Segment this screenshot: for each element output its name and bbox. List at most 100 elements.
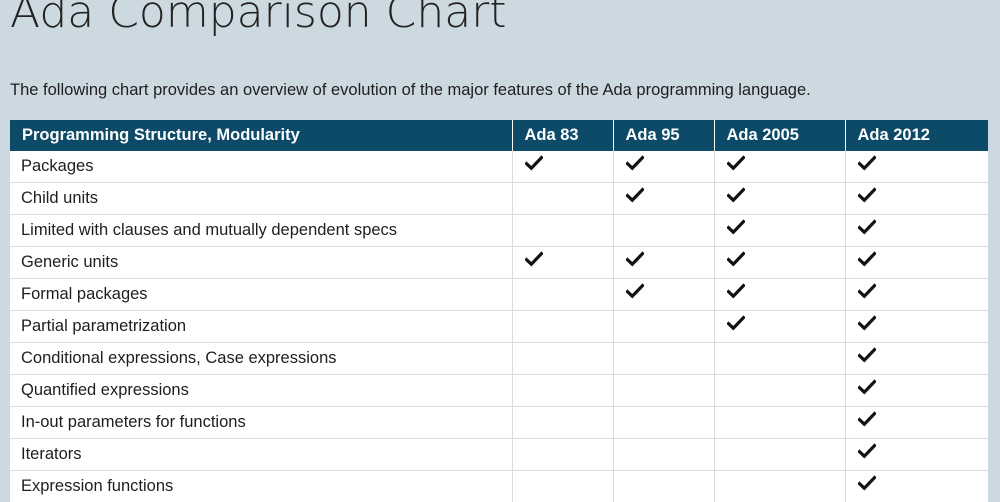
support-cell-ada2012 [845, 214, 988, 247]
column-header-ada95: Ada 95 [613, 120, 715, 151]
support-cell-ada83 [512, 470, 614, 502]
support-cell-ada2012 [845, 438, 988, 471]
checkmark-icon [726, 218, 745, 235]
table-header-row: Programming Structure, Modularity Ada 83… [10, 120, 988, 151]
support-cell-ada2012 [845, 182, 988, 215]
table-row: Formal packages [10, 278, 988, 311]
support-cell-ada2005 [714, 278, 846, 311]
table-row: Iterators [10, 438, 988, 471]
feature-cell: Limited with clauses and mutually depend… [10, 214, 513, 247]
support-cell-ada95 [613, 246, 715, 279]
support-cell-ada83 [512, 342, 614, 375]
support-cell-ada95 [613, 438, 715, 471]
checkmark-icon [625, 186, 644, 203]
checkmark-icon [857, 218, 876, 235]
column-header-feature: Programming Structure, Modularity [10, 120, 513, 151]
support-cell-ada2005 [714, 406, 846, 439]
support-cell-ada2005 [714, 374, 846, 407]
support-cell-ada2012 [845, 406, 988, 439]
support-cell-ada83 [512, 151, 614, 183]
support-cell-ada2005 [714, 246, 846, 279]
checkmark-icon [857, 186, 876, 203]
column-header-ada2005: Ada 2005 [714, 120, 846, 151]
checkmark-icon [857, 474, 876, 491]
support-cell-ada2005 [714, 342, 846, 375]
checkmark-icon [857, 378, 876, 395]
checkmark-icon [625, 154, 644, 171]
support-cell-ada83 [512, 278, 614, 311]
comparison-table: Programming Structure, Modularity Ada 83… [10, 120, 988, 502]
table-row: In-out parameters for functions [10, 406, 988, 439]
table-row: Partial parametrization [10, 310, 988, 343]
feature-cell: Conditional expressions, Case expression… [10, 342, 513, 375]
checkmark-icon [625, 250, 644, 267]
feature-cell: Packages [10, 151, 513, 183]
checkmark-icon [524, 250, 543, 267]
support-cell-ada95 [613, 470, 715, 502]
support-cell-ada2012 [845, 310, 988, 343]
column-header-ada83: Ada 83 [512, 120, 614, 151]
checkmark-icon [726, 250, 745, 267]
checkmark-icon [857, 282, 876, 299]
support-cell-ada95 [613, 310, 715, 343]
intro-text: The following chart provides an overview… [10, 81, 811, 99]
checkmark-icon [726, 314, 745, 331]
checkmark-icon [857, 346, 876, 363]
support-cell-ada2012 [845, 342, 988, 375]
feature-cell: Quantified expressions [10, 374, 513, 407]
support-cell-ada2005 [714, 182, 846, 215]
feature-cell: In-out parameters for functions [10, 406, 513, 439]
table-row: Generic units [10, 246, 988, 279]
support-cell-ada95 [613, 342, 715, 375]
support-cell-ada83 [512, 182, 614, 215]
table-row: Limited with clauses and mutually depend… [10, 214, 988, 247]
support-cell-ada95 [613, 182, 715, 215]
support-cell-ada2012 [845, 374, 988, 407]
checkmark-icon [726, 154, 745, 171]
feature-cell: Partial parametrization [10, 310, 513, 343]
support-cell-ada95 [613, 406, 715, 439]
column-header-ada2012: Ada 2012 [845, 120, 988, 151]
table-row: Packages [10, 151, 988, 183]
support-cell-ada2005 [714, 214, 846, 247]
support-cell-ada2012 [845, 246, 988, 279]
support-cell-ada2005 [714, 438, 846, 471]
table-row: Child units [10, 182, 988, 215]
support-cell-ada83 [512, 438, 614, 471]
support-cell-ada2005 [714, 470, 846, 502]
support-cell-ada83 [512, 310, 614, 343]
support-cell-ada2012 [845, 278, 988, 311]
support-cell-ada83 [512, 246, 614, 279]
support-cell-ada95 [613, 374, 715, 407]
feature-cell: Expression functions [10, 470, 513, 502]
checkmark-icon [857, 314, 876, 331]
checkmark-icon [524, 154, 543, 171]
feature-cell: Iterators [10, 438, 513, 471]
support-cell-ada2012 [845, 470, 988, 502]
feature-cell: Formal packages [10, 278, 513, 311]
feature-cell: Generic units [10, 246, 513, 279]
checkmark-icon [857, 442, 876, 459]
table-row: Conditional expressions, Case expression… [10, 342, 988, 375]
support-cell-ada83 [512, 406, 614, 439]
support-cell-ada95 [613, 278, 715, 311]
checkmark-icon [726, 282, 745, 299]
table-row: Expression functions [10, 470, 988, 502]
support-cell-ada95 [613, 151, 715, 183]
checkmark-icon [625, 282, 644, 299]
checkmark-icon [857, 410, 876, 427]
support-cell-ada83 [512, 214, 614, 247]
page-title: Ada Comparison Chart [10, 0, 507, 38]
support-cell-ada83 [512, 374, 614, 407]
support-cell-ada95 [613, 214, 715, 247]
checkmark-icon [857, 154, 876, 171]
checkmark-icon [726, 186, 745, 203]
table-row: Quantified expressions [10, 374, 988, 407]
support-cell-ada2012 [845, 151, 988, 183]
support-cell-ada2005 [714, 310, 846, 343]
table-body: Packages Child units Limited with clauses … [10, 151, 988, 502]
support-cell-ada2005 [714, 151, 846, 183]
feature-cell: Child units [10, 182, 513, 215]
checkmark-icon [857, 250, 876, 267]
